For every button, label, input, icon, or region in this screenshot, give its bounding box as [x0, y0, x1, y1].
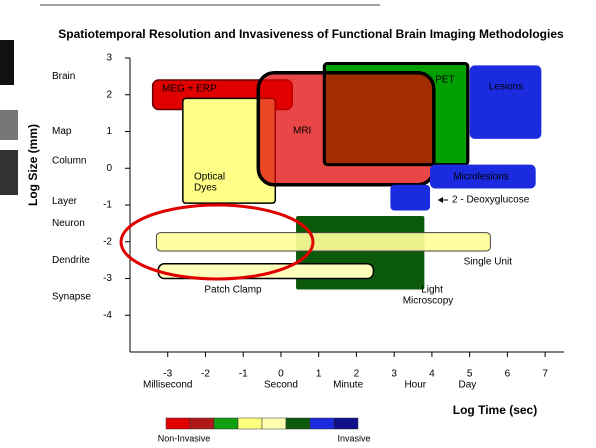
x-annotation: Day [458, 380, 476, 391]
scale-swatch [309, 417, 335, 430]
plot-area: -4 -3 -2 -1 0 1 2 3 -3 -2 -1 0 1 2 3 4 5 6 7 Millisecond Sec… [52, 53, 564, 391]
edge-artifact [0, 110, 18, 140]
y-annotation: Column [52, 156, 86, 167]
region-label: MRI [293, 126, 311, 137]
region-label: Microlesions [453, 172, 509, 183]
x-tick-label: 4 [429, 369, 435, 380]
x-tick-label: 3 [391, 369, 397, 380]
x-tick-label: 1 [316, 369, 322, 380]
y-tick-label: 1 [106, 126, 112, 137]
region-label: Microscopy [403, 296, 454, 307]
region-outline [322, 62, 470, 167]
edge-artifact [0, 150, 18, 195]
scale-swatch [165, 417, 191, 430]
region [256, 70, 436, 187]
scale-swatch [213, 417, 239, 430]
y-tick-label: 3 [106, 53, 112, 64]
region [155, 232, 491, 252]
region-label: Lesions [489, 82, 523, 93]
y-annotation: Neuron [52, 218, 85, 229]
chart-title: Spatiotemporal Resolution and Invasivene… [58, 27, 564, 41]
x-annotation: Millisecond [143, 380, 192, 391]
scale-swatch [333, 417, 359, 430]
y-tick-label: 2 [106, 89, 112, 100]
region-label: PET [435, 75, 454, 86]
scale-swatch [189, 417, 215, 430]
scale-swatch [261, 417, 287, 430]
scale-swatch [237, 417, 263, 430]
x-tick-label: -2 [201, 369, 210, 380]
x-tick-label: 7 [542, 369, 548, 380]
region-label: Light [421, 285, 443, 296]
y-annotation: Dendrite [52, 255, 90, 266]
y-tick-label: -2 [103, 236, 112, 247]
region-label: 2 - Deoxyglucose [452, 195, 530, 206]
y-annotation: Brain [52, 71, 75, 82]
y-annotation: Map [52, 126, 72, 137]
y-annotation: Layer [52, 196, 78, 207]
y-tick-label: 0 [106, 163, 112, 174]
x-tick-label: -1 [239, 369, 248, 380]
highlight-ellipse [119, 203, 315, 281]
x-tick-label: 0 [278, 369, 284, 380]
scale-swatch [285, 417, 311, 430]
x-tick-label: -3 [163, 369, 172, 380]
y-tick-label: -4 [103, 310, 112, 321]
region [469, 65, 542, 139]
x-annotation: Second [264, 380, 298, 391]
region-label: Single Unit [464, 257, 513, 268]
y-annotation: Synapse [52, 292, 91, 303]
scale-label: Non-Invasive [158, 433, 211, 443]
region [390, 184, 431, 211]
y-axis-title: Log Size (mm) [26, 124, 40, 206]
x-tick-label: 5 [467, 369, 473, 380]
x-annotation: Hour [404, 380, 426, 391]
region-label: Dyes [194, 183, 217, 194]
x-tick-label: 6 [505, 369, 511, 380]
region-label: Optical [194, 172, 225, 183]
x-tick-label: 2 [354, 369, 360, 380]
x-annotation: Minute [333, 380, 363, 391]
edge-artifact [0, 40, 14, 85]
scale-label: Invasive [337, 433, 370, 443]
region [430, 164, 536, 189]
x-axis-title: Log Time (sec) [453, 403, 537, 417]
region-label: MEG + ERP [162, 84, 217, 95]
arrow-head [438, 197, 443, 203]
y-tick-label: -1 [103, 200, 112, 211]
region-label: Patch Clamp [204, 285, 262, 296]
y-tick-label: -3 [103, 273, 112, 284]
